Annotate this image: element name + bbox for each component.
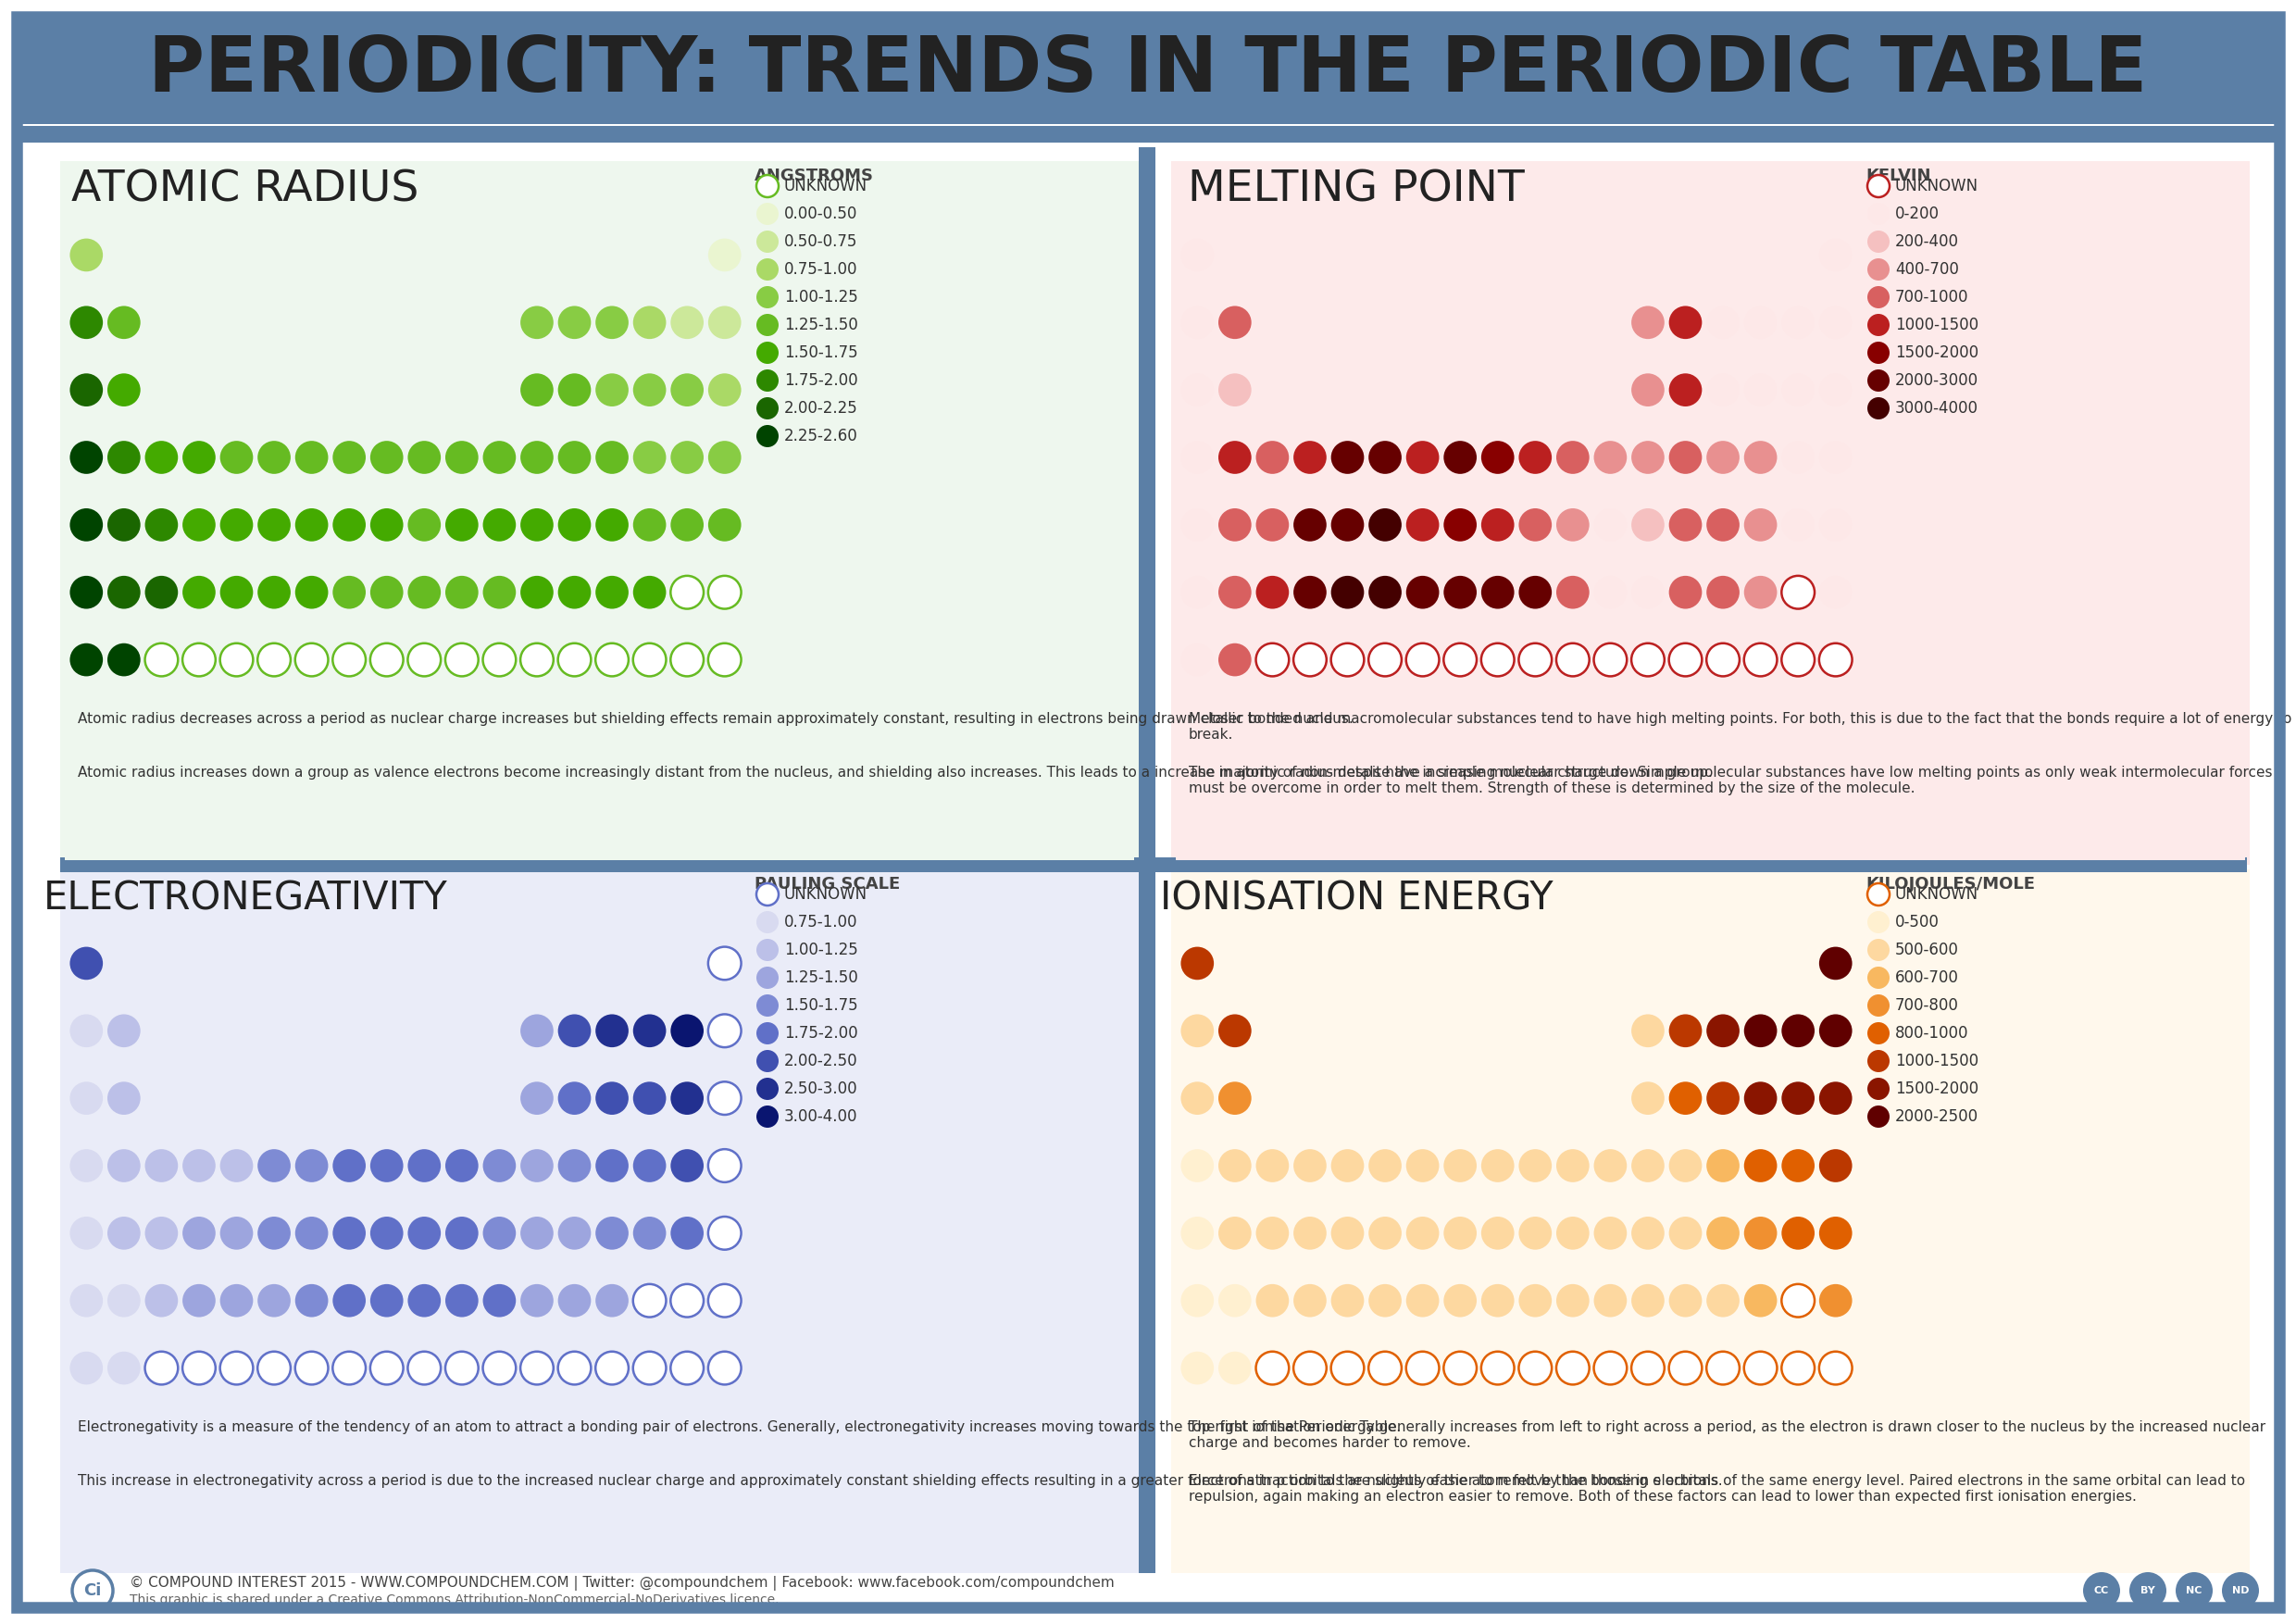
Circle shape (333, 577, 365, 609)
Circle shape (1332, 1285, 1364, 1317)
Circle shape (707, 577, 742, 609)
Circle shape (558, 1216, 590, 1249)
Circle shape (755, 286, 778, 309)
Circle shape (1782, 374, 1814, 406)
Circle shape (1867, 175, 1890, 197)
Circle shape (1632, 374, 1665, 406)
Circle shape (1669, 508, 1701, 541)
Circle shape (558, 1015, 590, 1047)
Circle shape (257, 1351, 292, 1385)
Circle shape (1256, 643, 1288, 676)
Circle shape (1706, 1015, 1740, 1047)
Circle shape (1867, 369, 1890, 391)
Circle shape (220, 643, 253, 676)
Circle shape (1332, 1216, 1364, 1249)
Circle shape (755, 231, 778, 253)
Circle shape (145, 1285, 179, 1317)
Circle shape (1632, 1285, 1665, 1317)
Circle shape (1557, 1285, 1589, 1317)
Circle shape (370, 1351, 404, 1385)
Circle shape (445, 1285, 478, 1317)
Circle shape (755, 966, 778, 989)
Circle shape (108, 1351, 140, 1385)
Circle shape (1745, 1285, 1777, 1317)
Text: MELTING POINT: MELTING POINT (1187, 169, 1525, 211)
Text: KELVIN: KELVIN (1864, 167, 1931, 184)
Circle shape (181, 577, 216, 609)
Circle shape (2082, 1572, 2119, 1609)
Circle shape (670, 1216, 703, 1249)
Text: © COMPOUND INTEREST 2015 - WWW.COMPOUNDCHEM.COM | Twitter: @compoundchem | Faceb: © COMPOUND INTEREST 2015 - WWW.COMPOUNDC… (129, 1575, 1114, 1590)
Circle shape (1669, 643, 1701, 676)
Circle shape (1867, 313, 1890, 336)
Circle shape (755, 911, 778, 934)
Circle shape (755, 1078, 778, 1099)
Circle shape (707, 239, 742, 271)
Circle shape (1518, 1216, 1552, 1249)
Circle shape (296, 440, 328, 474)
Circle shape (1180, 1216, 1215, 1249)
Circle shape (1332, 577, 1364, 609)
Circle shape (1818, 1082, 1853, 1114)
Circle shape (755, 939, 778, 961)
Circle shape (370, 1150, 404, 1182)
Circle shape (409, 1150, 441, 1182)
Circle shape (1867, 966, 1890, 989)
Circle shape (257, 643, 292, 676)
Circle shape (707, 440, 742, 474)
Circle shape (1368, 577, 1401, 609)
Circle shape (595, 1351, 629, 1385)
Circle shape (1745, 508, 1777, 541)
Text: 3.00-4.00: 3.00-4.00 (785, 1108, 859, 1125)
Circle shape (558, 577, 590, 609)
Circle shape (634, 577, 666, 609)
Circle shape (634, 1150, 666, 1182)
Circle shape (1867, 883, 1890, 906)
Circle shape (1368, 643, 1401, 676)
Circle shape (145, 1150, 179, 1182)
Circle shape (755, 341, 778, 364)
Text: 0.50-0.75: 0.50-0.75 (785, 234, 859, 250)
Circle shape (1180, 643, 1215, 676)
Circle shape (1180, 1082, 1215, 1114)
Circle shape (1745, 1015, 1777, 1047)
Text: PAULING SCALE: PAULING SCALE (755, 875, 900, 893)
Circle shape (1481, 1285, 1515, 1317)
Circle shape (108, 374, 140, 406)
Circle shape (1180, 239, 1215, 271)
Circle shape (1219, 1216, 1251, 1249)
Circle shape (1782, 1351, 1814, 1385)
FancyBboxPatch shape (1171, 869, 2250, 1574)
Circle shape (296, 1351, 328, 1385)
FancyBboxPatch shape (60, 161, 1139, 864)
Circle shape (670, 1015, 703, 1047)
Circle shape (707, 1082, 742, 1114)
Circle shape (1818, 1351, 1853, 1385)
Circle shape (1332, 440, 1364, 474)
Circle shape (1867, 994, 1890, 1017)
Circle shape (1256, 440, 1288, 474)
Circle shape (257, 1150, 292, 1182)
FancyBboxPatch shape (16, 16, 2280, 123)
Text: PERIODICITY: TRENDS IN THE PERIODIC TABLE: PERIODICITY: TRENDS IN THE PERIODIC TABL… (149, 32, 2147, 107)
Circle shape (220, 508, 253, 541)
Circle shape (558, 1351, 590, 1385)
Circle shape (755, 369, 778, 391)
Circle shape (333, 1216, 365, 1249)
Circle shape (333, 643, 365, 676)
Circle shape (108, 305, 140, 339)
Text: 2.25-2.60: 2.25-2.60 (785, 427, 859, 445)
Circle shape (220, 1351, 253, 1385)
Circle shape (558, 1082, 590, 1114)
Text: 0.75-1.00: 0.75-1.00 (785, 914, 859, 931)
FancyBboxPatch shape (1176, 703, 2245, 861)
Circle shape (670, 508, 703, 541)
Circle shape (1782, 1015, 1814, 1047)
Circle shape (1481, 1351, 1515, 1385)
Circle shape (521, 1285, 553, 1317)
Text: 1.75-2.00: 1.75-2.00 (785, 372, 859, 388)
Circle shape (409, 1285, 441, 1317)
FancyBboxPatch shape (16, 127, 2280, 143)
Circle shape (482, 1150, 517, 1182)
